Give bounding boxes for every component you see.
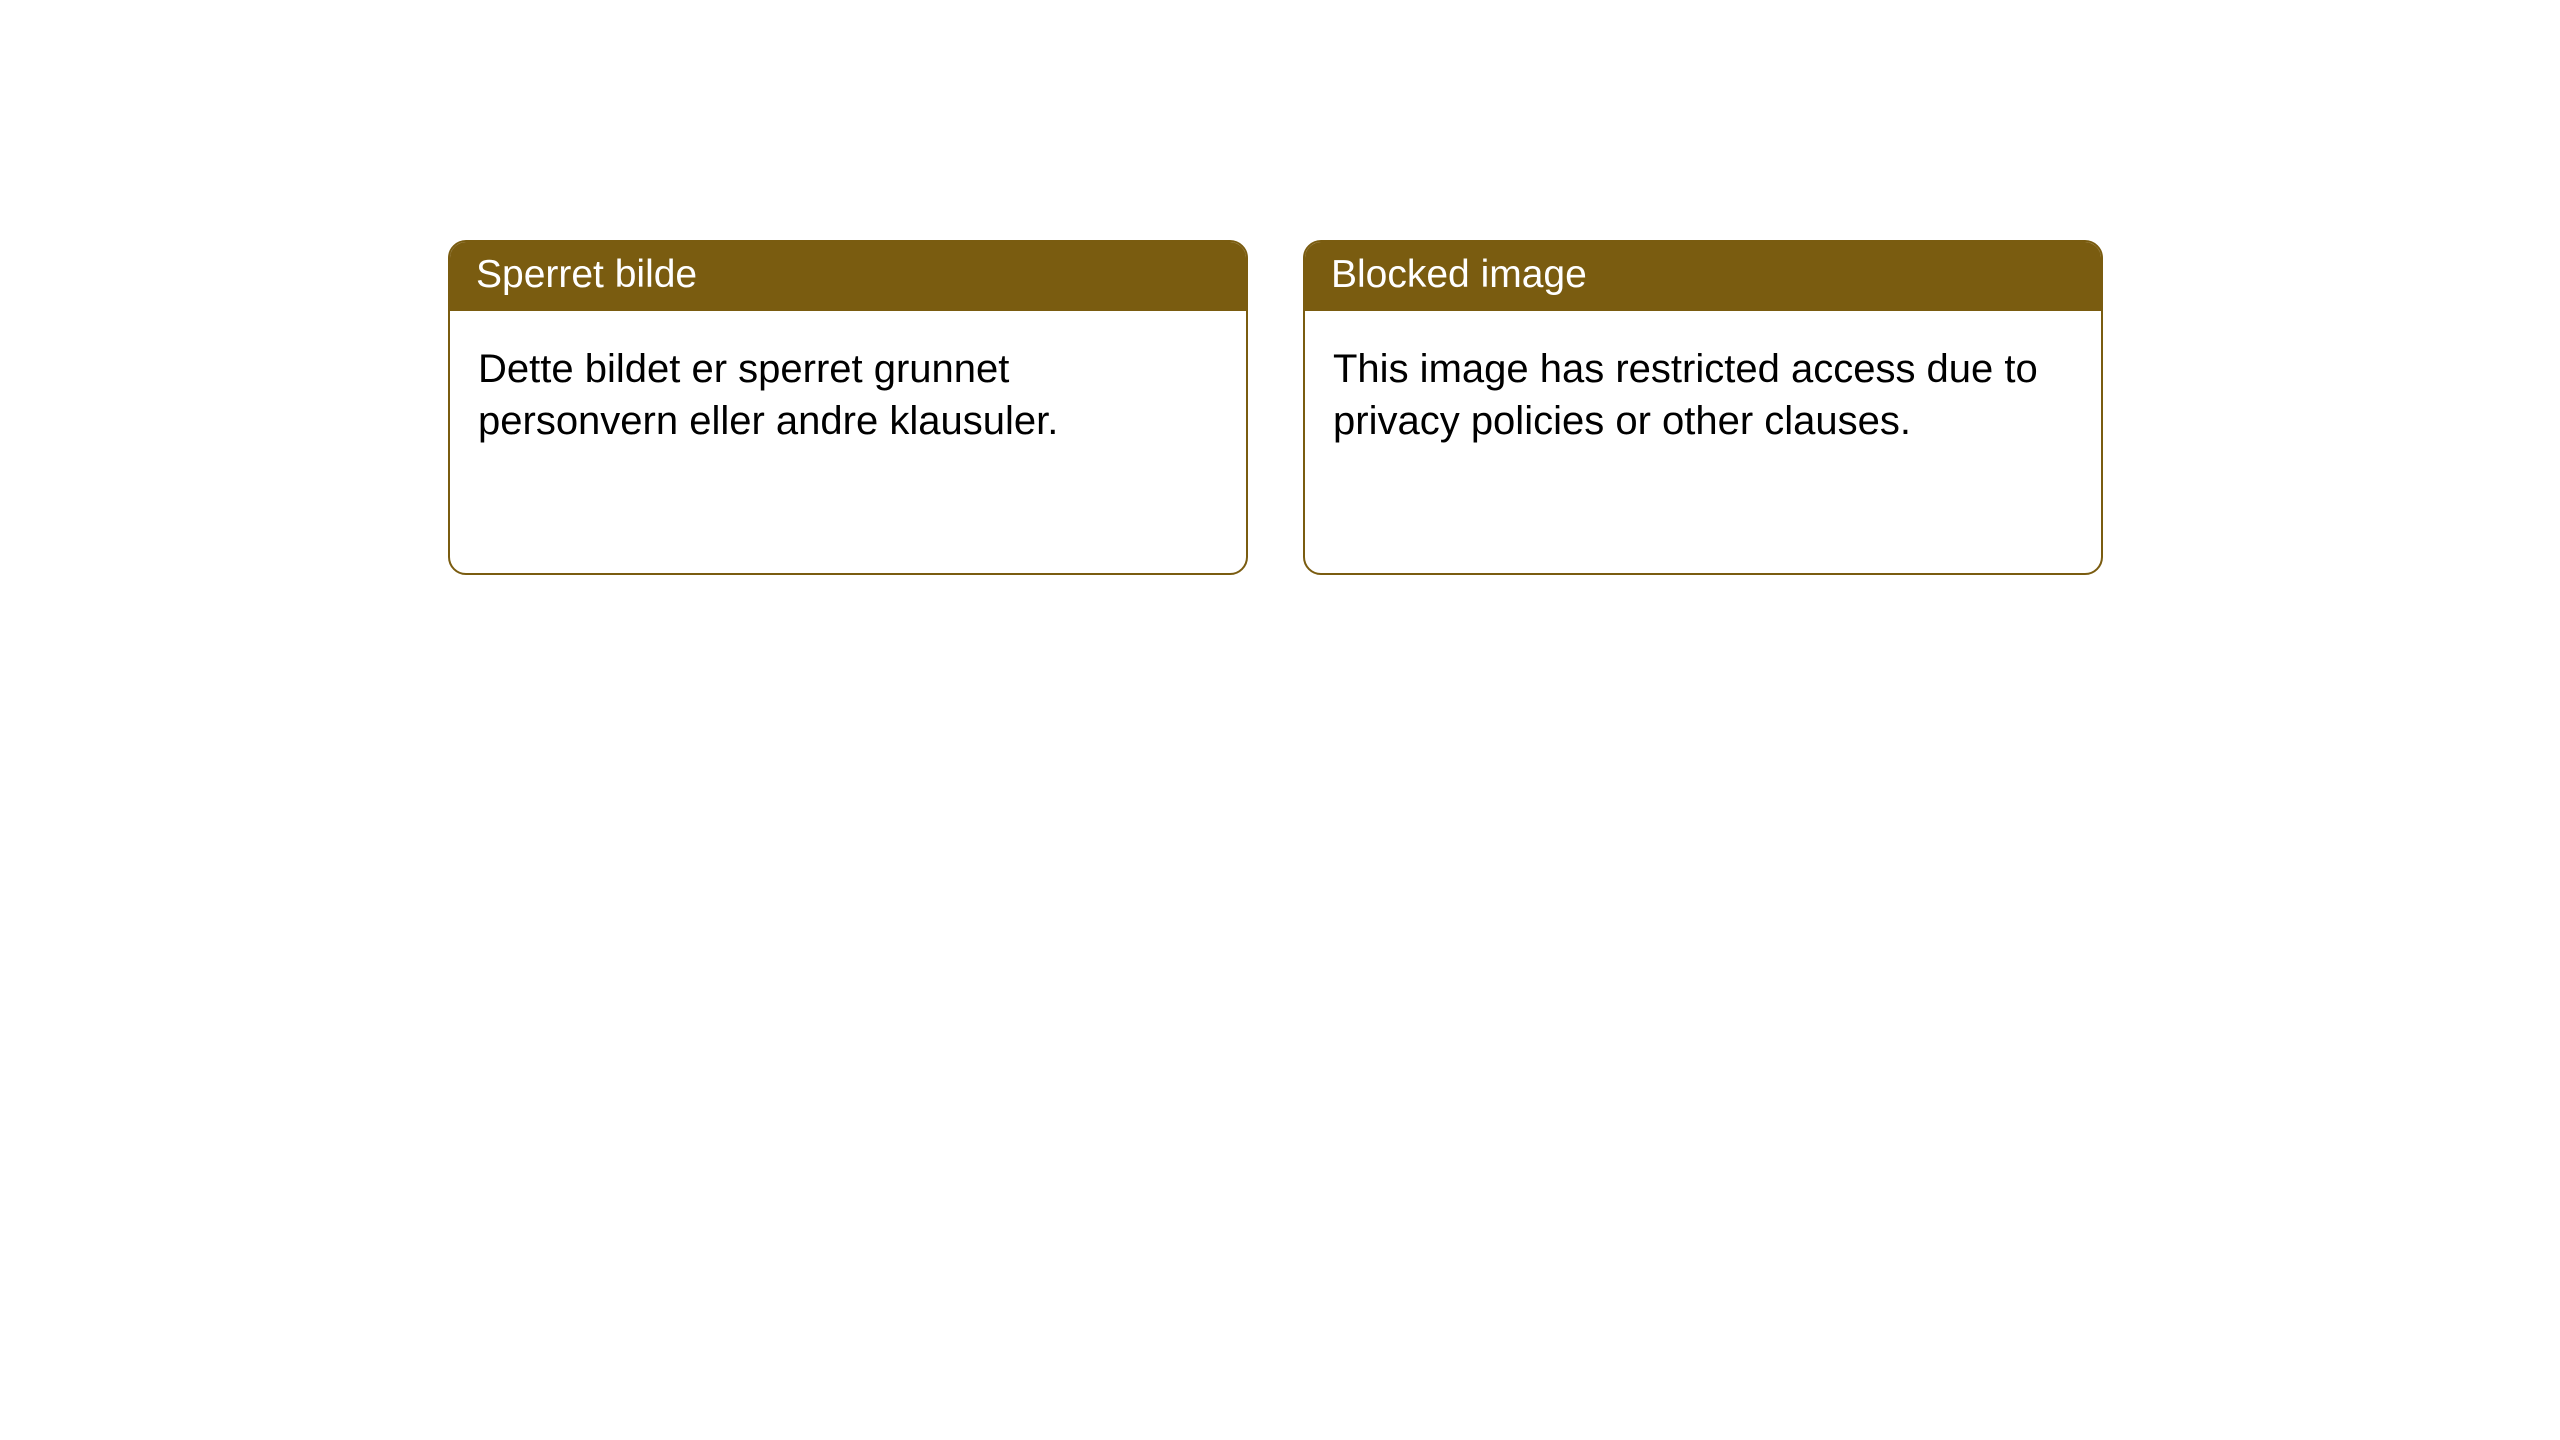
card-title-norwegian: Sperret bilde	[476, 253, 697, 296]
card-body-english: This image has restricted access due to …	[1305, 311, 2101, 479]
card-message-norwegian: Dette bildet er sperret grunnet personve…	[478, 347, 1058, 443]
card-title-english: Blocked image	[1331, 253, 1587, 296]
notice-container: Sperret bilde Dette bildet er sperret gr…	[0, 0, 2560, 575]
blocked-image-card-norwegian: Sperret bilde Dette bildet er sperret gr…	[448, 240, 1248, 575]
card-header-english: Blocked image	[1305, 242, 2101, 311]
card-message-english: This image has restricted access due to …	[1333, 347, 2038, 443]
card-body-norwegian: Dette bildet er sperret grunnet personve…	[450, 311, 1246, 479]
card-header-norwegian: Sperret bilde	[450, 242, 1246, 311]
blocked-image-card-english: Blocked image This image has restricted …	[1303, 240, 2103, 575]
